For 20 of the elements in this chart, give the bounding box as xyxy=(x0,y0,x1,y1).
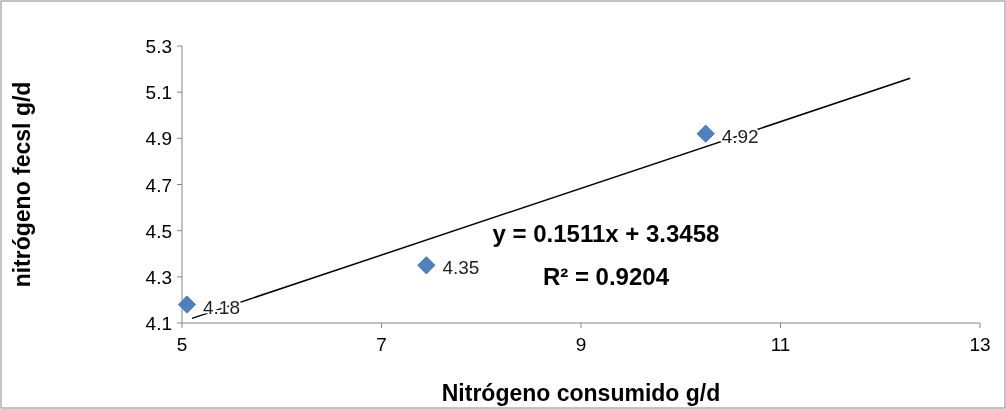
x-tick-label: 13 xyxy=(969,334,991,355)
x-tick-label: 9 xyxy=(575,334,587,355)
x-tick-label: 7 xyxy=(376,334,387,355)
y-tick-label: 5.1 xyxy=(145,82,172,104)
y-tick-label: 4.7 xyxy=(145,174,172,196)
y-axis-title: nitrógeno fecsl g/d xyxy=(9,81,35,288)
x-axis-title: Nitrógeno consumido g/d xyxy=(441,380,721,406)
annotation: R² = 0.9204 xyxy=(542,263,670,291)
y-tick-label: 4.3 xyxy=(145,266,172,288)
data-label: 4.35 xyxy=(442,257,480,279)
x-tick-label: 5 xyxy=(176,334,188,355)
x-tick-label: 11 xyxy=(770,334,791,355)
point xyxy=(696,124,715,143)
y-tick-label: 4.1 xyxy=(145,313,172,334)
y-tick-label: 5.3 xyxy=(145,36,172,57)
annotation: y = 0.1511x + 3.3458 xyxy=(492,220,720,248)
y-tick-label: 4.5 xyxy=(145,220,172,242)
point xyxy=(417,256,436,275)
point xyxy=(177,295,197,314)
y-tick-label: 4.9 xyxy=(145,128,172,150)
